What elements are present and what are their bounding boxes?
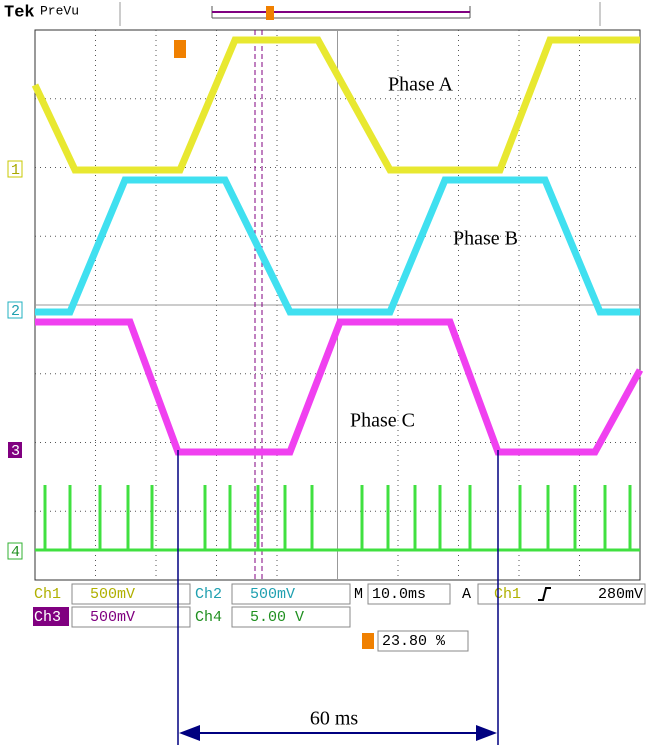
channel-name: Ch1 <box>34 586 61 603</box>
marker-box <box>8 442 22 458</box>
trigger-mode: A <box>462 586 471 603</box>
trace-d <box>35 485 640 552</box>
channel-scale: 500mV <box>250 586 295 603</box>
marker-box <box>7 542 23 560</box>
grid <box>35 30 640 580</box>
timebase-value: 10.0ms <box>372 586 426 603</box>
channel-tag <box>33 607 69 626</box>
brand: Tek <box>4 3 35 22</box>
trigger-source: Ch1 <box>494 586 521 603</box>
trace-b <box>35 176 640 316</box>
annotation: 60 ms <box>310 708 359 730</box>
channel-name: Ch2 <box>195 586 222 603</box>
trace-label: Phase C <box>350 410 415 432</box>
timebase-name: M <box>354 586 363 603</box>
trace-label: Phase A <box>388 74 454 96</box>
field <box>477 583 646 605</box>
field <box>377 630 469 652</box>
trigger-icon <box>362 633 374 649</box>
channel-marker: 4 <box>11 544 20 561</box>
trace-label: Phase B <box>453 228 518 250</box>
channel-name: Ch4 <box>195 609 222 626</box>
slope-icon <box>538 587 551 601</box>
mode: PreVu <box>40 3 79 18</box>
field <box>71 606 191 628</box>
trace-c <box>35 318 644 456</box>
channel-marker: 1 <box>11 162 20 179</box>
channel-name: Ch3 <box>34 609 61 626</box>
field <box>231 606 351 628</box>
marker-box <box>7 160 23 178</box>
channel-marker: 2 <box>11 303 20 320</box>
field <box>231 583 351 605</box>
field <box>367 583 451 605</box>
marker-box <box>7 301 23 319</box>
channel-scale: 500mV <box>90 586 135 603</box>
trigger-position: 23.80 % <box>382 633 446 650</box>
trigger-marker <box>174 40 186 58</box>
trigger-level: 280mV <box>598 586 643 603</box>
channel-scale: 500mV <box>90 609 135 626</box>
trace-a <box>31 36 640 174</box>
channel-scale: 5.00 V <box>250 609 304 626</box>
channel-marker: 3 <box>11 443 20 460</box>
field <box>71 583 191 605</box>
trigger-icon <box>266 6 274 20</box>
